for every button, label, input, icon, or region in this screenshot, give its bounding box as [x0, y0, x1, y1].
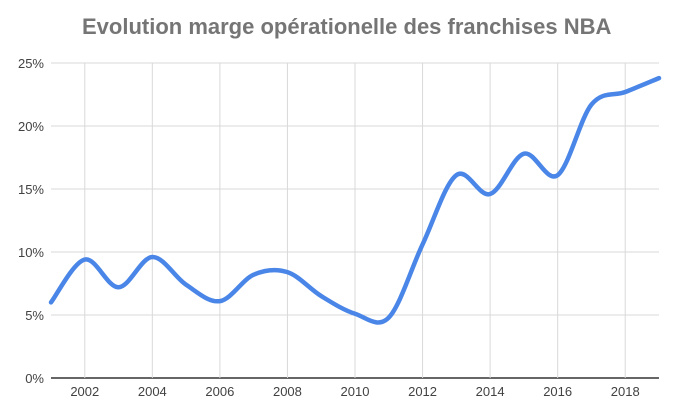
- x-tick-label: 2018: [611, 384, 640, 399]
- y-tick-label: 15%: [18, 182, 44, 197]
- x-tick-label: 2010: [341, 384, 370, 399]
- series-lines: [48, 75, 662, 325]
- x-tick-label: 2006: [205, 384, 234, 399]
- x-tick-label: 2002: [70, 384, 99, 399]
- y-tick-label: 10%: [18, 245, 44, 260]
- y-axis-labels: 0% 5% 10% 15% 20% 25%: [18, 56, 44, 386]
- y-tick-label: 5%: [25, 308, 44, 323]
- x-tick-label: 2016: [543, 384, 572, 399]
- y-tick-label: 25%: [18, 56, 44, 71]
- x-tick-label: 2004: [138, 384, 167, 399]
- x-tick-label: 2014: [476, 384, 505, 399]
- x-tick-label: 2008: [273, 384, 302, 399]
- x-tick-label: 2012: [408, 384, 437, 399]
- grid-lines: [51, 62, 659, 379]
- series-line: [48, 75, 662, 325]
- y-tick-label: 0%: [25, 371, 44, 386]
- chart-title: Evolution marge opérationelle des franch…: [82, 14, 612, 39]
- y-tick-label: 20%: [18, 119, 44, 134]
- x-axis-labels: 2002 2004 2006 2008 2010 2012 2014 2016 2018: [70, 384, 639, 399]
